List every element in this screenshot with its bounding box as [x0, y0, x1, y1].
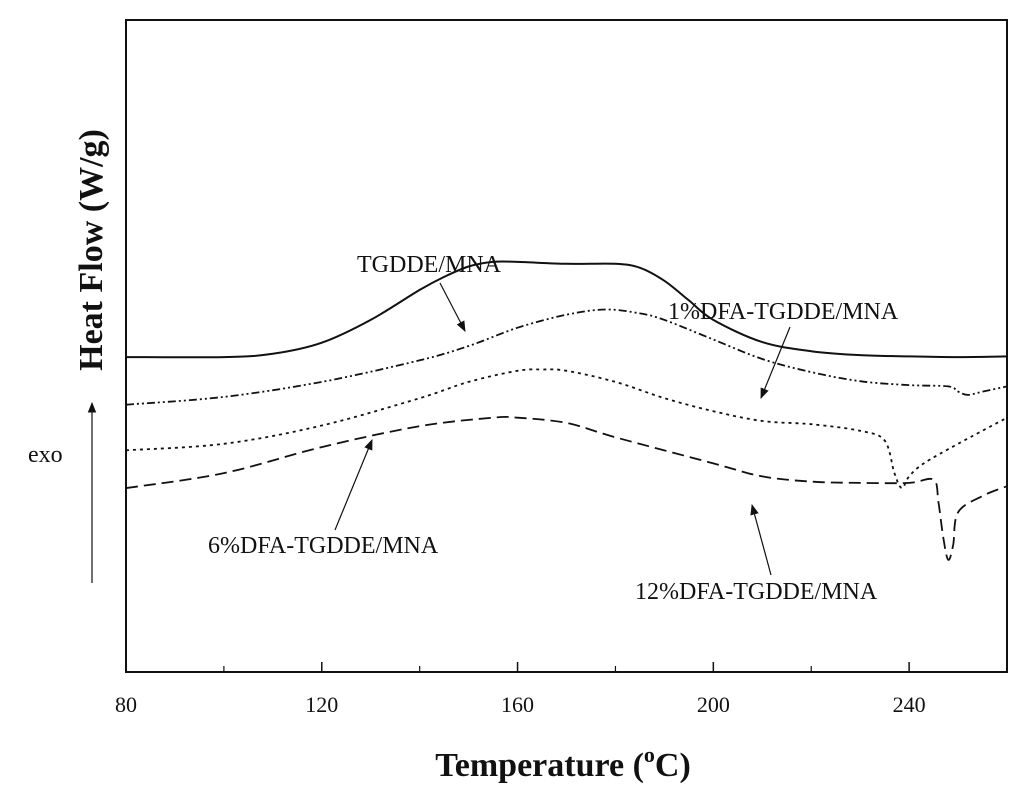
x-tick-label: 80 [115, 692, 137, 717]
annotation-arrow-12pct-dfa [750, 503, 772, 576]
annotation-label-12pct-dfa: 12%DFA-TGDDE/MNA [635, 579, 878, 605]
annotation-arrow-6pct-dfa [334, 439, 373, 531]
annotation-label-1pct-dfa: 1%DFA-TGDDE/MNA [668, 299, 899, 325]
annotation-label-tgdde-mna: TGDDE/MNA [357, 252, 502, 278]
y-axis-title: Heat Flow (W/g) [73, 129, 110, 371]
x-tick-label: 120 [305, 692, 338, 717]
x-tick-label: 240 [893, 692, 926, 717]
plot-frame [125, 19, 1008, 673]
series-line-6pct-dfa [125, 368, 1008, 489]
x-tick-label: 200 [697, 692, 730, 717]
series-line-tgdde-mna [125, 260, 1008, 359]
annotation-arrow-tgdde-mna [439, 282, 466, 332]
annotation-arrow-1pct-dfa [760, 326, 791, 399]
x-axis-title-main: Temperature ( [435, 747, 644, 784]
x-tick-label: 160 [501, 692, 534, 717]
exo-label: exo [28, 442, 63, 468]
x-axis-title-unit: C) [655, 747, 691, 784]
x-axis-title: Temperature (oC) [435, 742, 691, 784]
series-line-1pct-dfa [125, 308, 1008, 406]
x-axis-ticks: 80 120 160 200 240 [115, 662, 926, 717]
series-line-12pct-dfa [125, 415, 1008, 561]
annotation-label-6pct-dfa: 6%DFA-TGDDE/MNA [208, 533, 439, 559]
x-axis-title-superscript: o [644, 742, 655, 767]
